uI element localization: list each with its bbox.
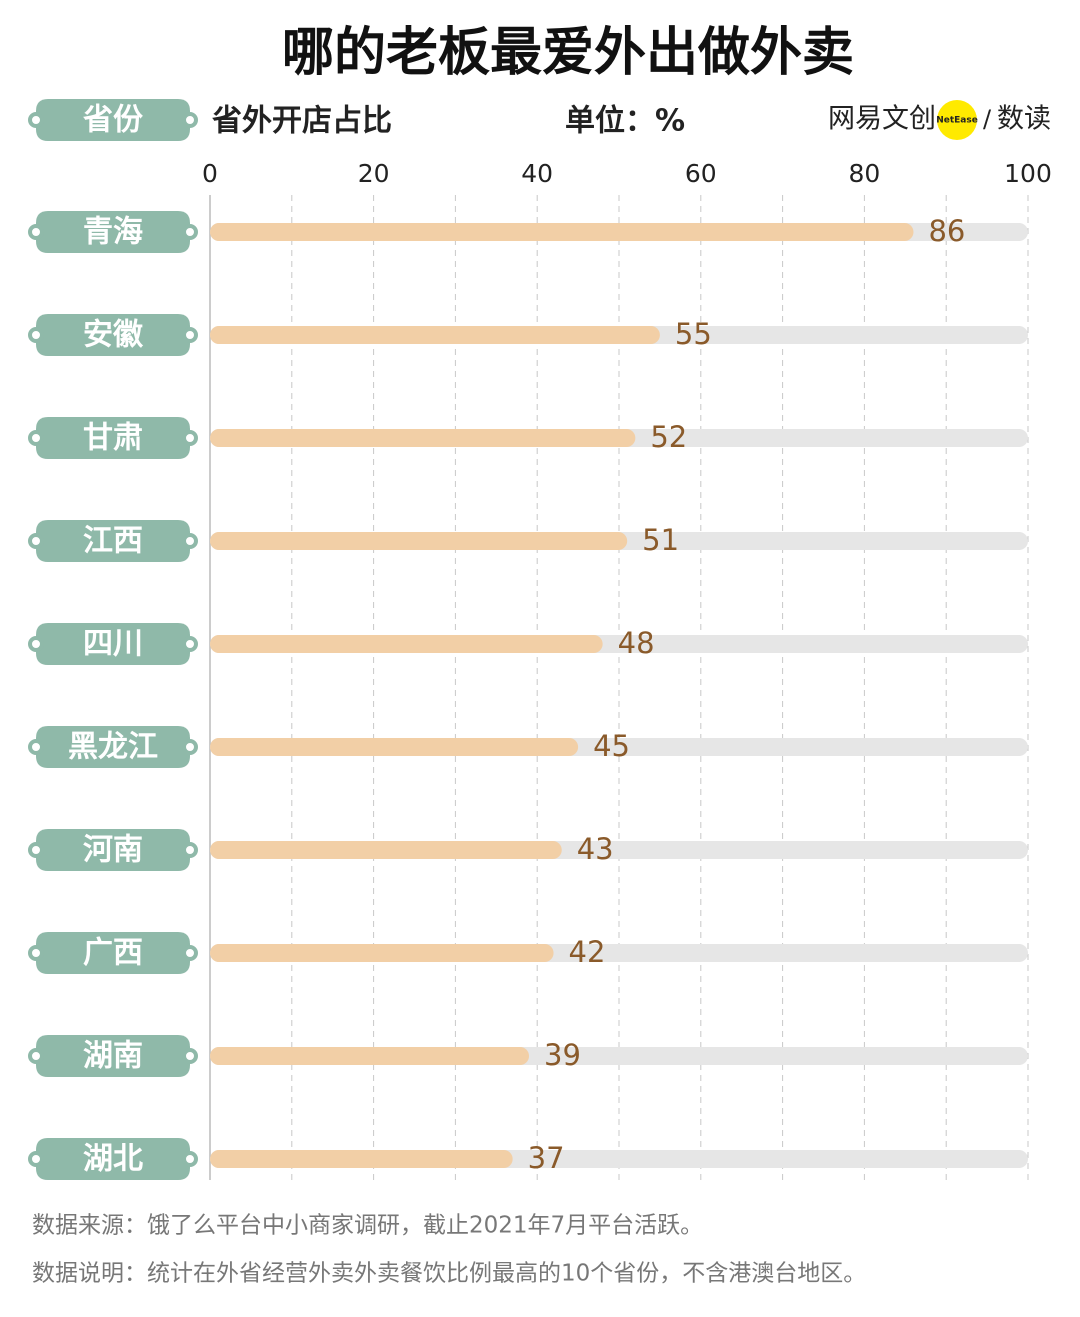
pill-shape — [36, 417, 190, 459]
x-tick-label: 80 — [848, 159, 880, 188]
value-label: 52 — [650, 420, 687, 454]
bar — [210, 635, 603, 653]
pill-dot — [28, 224, 44, 240]
category-label: 河南 — [83, 833, 143, 868]
pill-dot — [28, 430, 44, 446]
pill-shape — [36, 932, 190, 974]
logo-badge: NetEase — [936, 116, 978, 126]
category-pill: 四川 — [28, 623, 198, 665]
category-pill: 安徽 — [28, 314, 198, 356]
value-label: 45 — [593, 729, 630, 763]
unit-note: 单位：% — [565, 104, 685, 139]
category-pill: 甘肃 — [28, 417, 198, 459]
category-label: 青海 — [83, 215, 143, 250]
pill-dot — [28, 739, 44, 755]
logo-text: 网易文创 — [828, 104, 936, 135]
note: 数据说明：统计在外省经营外卖外卖餐饮比例最高的10个省份，不含港澳台地区。 — [32, 1261, 866, 1287]
pill-dot — [28, 112, 44, 128]
value-label: 39 — [544, 1038, 581, 1072]
bar — [210, 1150, 513, 1168]
pill-dot — [182, 739, 198, 755]
category-label: 四川 — [83, 627, 143, 662]
chart-title: 哪的老板最爱外出做外卖 — [282, 23, 854, 83]
bar — [210, 429, 636, 447]
pill-dot — [182, 327, 198, 343]
logo-text: 数读 — [997, 104, 1051, 135]
pill-shape — [36, 99, 190, 141]
bar — [210, 1047, 530, 1065]
bar — [210, 532, 628, 550]
category-label: 江西 — [83, 524, 143, 559]
category-pill: 湖北 — [28, 1138, 198, 1180]
value-label: 37 — [528, 1141, 565, 1175]
category-pill: 江西 — [28, 520, 198, 562]
pill-dot — [182, 1151, 198, 1167]
pill-shape — [36, 211, 190, 253]
category-pill: 湖南 — [28, 1035, 198, 1077]
pill-dot — [182, 842, 198, 858]
pill-dot — [182, 112, 198, 128]
category-pill: 广西 — [28, 932, 198, 974]
value-label: 86 — [928, 214, 965, 248]
category-label: 广西 — [83, 936, 143, 971]
pill-shape — [36, 829, 190, 871]
value-label: 55 — [675, 317, 712, 351]
x-tick-label: 100 — [1004, 159, 1052, 188]
pill-shape — [36, 726, 190, 768]
category-label: 安徽 — [83, 318, 144, 353]
pill-dot — [182, 430, 198, 446]
value-label: 48 — [618, 626, 655, 660]
category-label: 省份 — [83, 103, 143, 138]
pill-dot — [28, 327, 44, 343]
value-label: 51 — [642, 523, 679, 557]
pill-dot — [182, 1048, 198, 1064]
note: 数据来源：饿了么平台中小商家调研，截止2021年7月平台活跃。 — [32, 1213, 703, 1239]
x-tick-label: 20 — [358, 159, 390, 188]
pill-shape — [36, 1035, 190, 1077]
value-label: 42 — [569, 935, 606, 969]
pill-dot — [182, 533, 198, 549]
category-label: 湖北 — [83, 1142, 143, 1177]
logo-separator: / — [983, 105, 992, 133]
bar — [210, 841, 562, 859]
x-tick-label: 40 — [521, 159, 553, 188]
category-pill: 河南 — [28, 829, 198, 871]
pill-dot — [182, 945, 198, 961]
bar — [210, 738, 579, 756]
category-label: 湖南 — [83, 1039, 143, 1074]
pill-dot — [182, 636, 198, 652]
category-pill: 黑龙江 — [28, 726, 198, 768]
category-pill: 青海 — [28, 211, 198, 253]
pill-dot — [28, 1048, 44, 1064]
pill-dot — [28, 1151, 44, 1167]
logo: 网易文创 NetEase / 数读 — [828, 100, 1051, 140]
pill-shape — [36, 314, 190, 356]
pill-shape — [36, 623, 190, 665]
pill-dot — [28, 842, 44, 858]
pill-dot — [28, 636, 44, 652]
pill-dot — [182, 224, 198, 240]
bar — [210, 326, 660, 344]
x-tick-label: 60 — [685, 159, 717, 188]
category-label: 黑龙江 — [68, 730, 158, 765]
category-pill: 省份 — [28, 99, 198, 141]
bar — [210, 223, 914, 241]
logo-badge-circle — [937, 100, 977, 140]
pill-dot — [28, 533, 44, 549]
pill-dot — [28, 945, 44, 961]
value-label: 43 — [577, 832, 614, 866]
pill-shape — [36, 1138, 190, 1180]
pill-shape — [36, 520, 190, 562]
x-tick-label: 0 — [202, 159, 218, 188]
x-axis-label: 省外开店占比 — [212, 104, 392, 139]
category-label: 甘肃 — [83, 421, 143, 456]
bar — [210, 944, 554, 962]
